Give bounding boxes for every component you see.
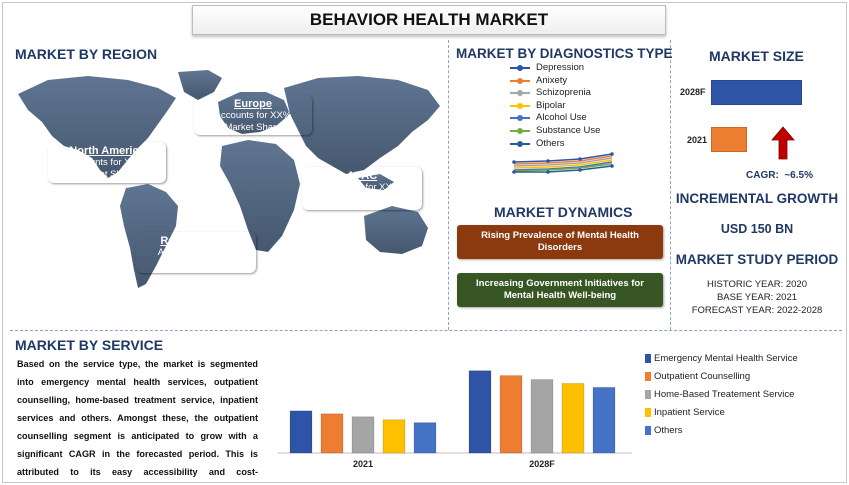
region-apac: APAC Accounts for XX% Market Share: [302, 167, 422, 210]
market-size-label-2028: 2028F: [680, 87, 706, 97]
market-size-bar-2028: [711, 80, 802, 105]
service-legend-item: Emergency Mental Health Service: [645, 350, 798, 368]
service-legend-label: Others: [654, 425, 683, 436]
market-size-bar-2021: [711, 127, 747, 152]
region-rest-of-world-line2: Market Share: [167, 259, 225, 270]
divider-region: [448, 40, 449, 330]
service-legend-item: Inpatient Service: [645, 404, 798, 422]
legend-swatch-icon: [645, 408, 651, 417]
market-size-label-2021: 2021: [687, 135, 708, 145]
bar-2028f-2: [499, 375, 523, 454]
x-tick-label: 2021: [353, 459, 373, 469]
forecast-year: FORECAST YEAR: 2022-2028: [691, 305, 823, 316]
historic-year: HISTORIC YEAR: 2020: [707, 279, 807, 290]
region-north-america: North America Accounts for XX% Market Sh…: [48, 142, 166, 183]
legend-marker-icon: [510, 65, 530, 71]
region-north-america-line1: Accounts for XX%: [68, 157, 146, 168]
region-rest-of-world-line1: Accounts for XX%: [157, 247, 235, 258]
region-apac-name: APAC: [346, 170, 378, 182]
region-apac-line1: Accounts for XX%: [323, 182, 401, 193]
base-year: BASE YEAR: 2021: [716, 292, 798, 303]
diagnostics-legend-label: Substance Use: [536, 124, 601, 136]
region-europe-name: Europe: [234, 98, 272, 110]
diagnostics-legend-label: Anixety: [536, 74, 568, 86]
market-size-heading: MARKET SIZE: [709, 48, 804, 64]
service-description: Based on the service type, the market is…: [17, 359, 258, 477]
incremental-growth-heading: INCREMENTAL GROWTH: [675, 191, 839, 206]
service-legend-label: Emergency Mental Health Service: [654, 353, 798, 364]
legend-marker-icon: [510, 115, 530, 122]
region-north-america-name: North America: [69, 145, 145, 157]
divider-size: [670, 40, 671, 330]
diagnostics-legend-item: Depression: [510, 62, 600, 75]
region-rest-of-world-name: Rest of World: [160, 235, 232, 247]
diagnostics-legend-item: Substance Use: [510, 124, 601, 138]
service-legend-label: Home-Based Treatement Service: [654, 389, 795, 400]
bar-2028f-3: [530, 379, 554, 454]
legend-swatch-icon: [645, 354, 651, 363]
region-europe-line1: Accounts for XX%: [214, 110, 292, 121]
diagnostics-legend: Depression Anixety Schizoprenia Bipolar …: [510, 62, 601, 151]
region-north-america-line2: Market Share: [78, 169, 136, 180]
region-europe: Europe Accounts for XX% Market Share: [194, 95, 312, 135]
bar-2028f-1: [468, 370, 492, 454]
diagnostics-heading: MARKET BY DIAGNOSTICS TYPE: [456, 46, 673, 61]
bar-2028f-5: [592, 386, 616, 454]
dynamics-driver-2: Increasing Government Initiatives for Me…: [457, 273, 663, 307]
diagnostics-mini-line-chart: [512, 152, 614, 174]
dynamics-driver-1: Rising Prevalence of Mental Health Disor…: [457, 225, 663, 259]
dynamics-heading: MARKET DYNAMICS: [494, 204, 633, 220]
bar-2021-5: [413, 422, 437, 454]
service-legend-item: Others: [645, 422, 798, 440]
bar-2021-2: [320, 413, 344, 454]
bar-2028f-4: [561, 382, 585, 454]
region-apac-line2: Market Share: [333, 194, 391, 205]
legend-marker-icon: [510, 127, 530, 134]
study-period-heading: MARKET STUDY PERIOD: [675, 252, 839, 267]
divider-service: [10, 330, 842, 331]
legend-swatch-icon: [645, 426, 651, 435]
diagnostics-legend-item: Anixety: [510, 74, 600, 88]
service-legend-label: Inpatient Service: [654, 407, 725, 418]
service-legend-item: Home-Based Treatement Service: [645, 386, 798, 404]
legend-marker-icon: [510, 77, 530, 84]
service-legend-item: Outpatient Counselling: [645, 368, 798, 386]
service-legend: Emergency Mental Health Service Outpatie…: [645, 350, 798, 440]
x-tick-label: 2028F: [529, 459, 555, 469]
incremental-growth-value: USD 150 BN: [720, 222, 794, 236]
legend-swatch-icon: [645, 372, 651, 381]
region-europe-line2: Market Share: [224, 122, 282, 133]
service-bar-chart: 2021 2028F: [278, 370, 632, 469]
world-map: [18, 70, 440, 288]
legend-swatch-icon: [645, 390, 651, 399]
diagnostics-legend-label: Alcohol Use: [536, 112, 587, 124]
diagnostics-legend-label: Depression: [536, 62, 585, 73]
diagnostics-legend-label: Schizoprenia: [536, 87, 591, 99]
bar-2021-3: [351, 416, 375, 454]
page-title: BEHAVIOR HEALTH MARKET: [192, 5, 666, 35]
diagnostics-legend-item: Schizoprenia: [510, 87, 600, 100]
diagnostics-legend-item: Bipolar: [510, 99, 600, 113]
diagnostics-legend-label: Bipolar: [536, 99, 566, 111]
bar-2021-4: [382, 419, 406, 454]
diagnostics-legend-item: Others: [510, 137, 600, 151]
diagnostics-legend-label: Others: [536, 137, 565, 149]
region-heading: MARKET BY REGION: [15, 46, 158, 62]
diagnostics-legend-item: Alcohol Use: [510, 112, 600, 125]
service-legend-label: Outpatient Counselling: [654, 371, 751, 382]
growth-arrow-icon: [771, 126, 795, 160]
region-rest-of-world: Rest of World Accounts for XX% Market Sh…: [136, 232, 256, 273]
cagr-text: CAGR: ~6.5%: [746, 170, 813, 181]
legend-marker-icon: [510, 102, 530, 109]
legend-marker-icon: [510, 140, 530, 147]
legend-marker-icon: [510, 90, 530, 97]
service-heading: MARKET BY SERVICE: [15, 337, 164, 353]
bar-2021-1: [289, 410, 313, 454]
